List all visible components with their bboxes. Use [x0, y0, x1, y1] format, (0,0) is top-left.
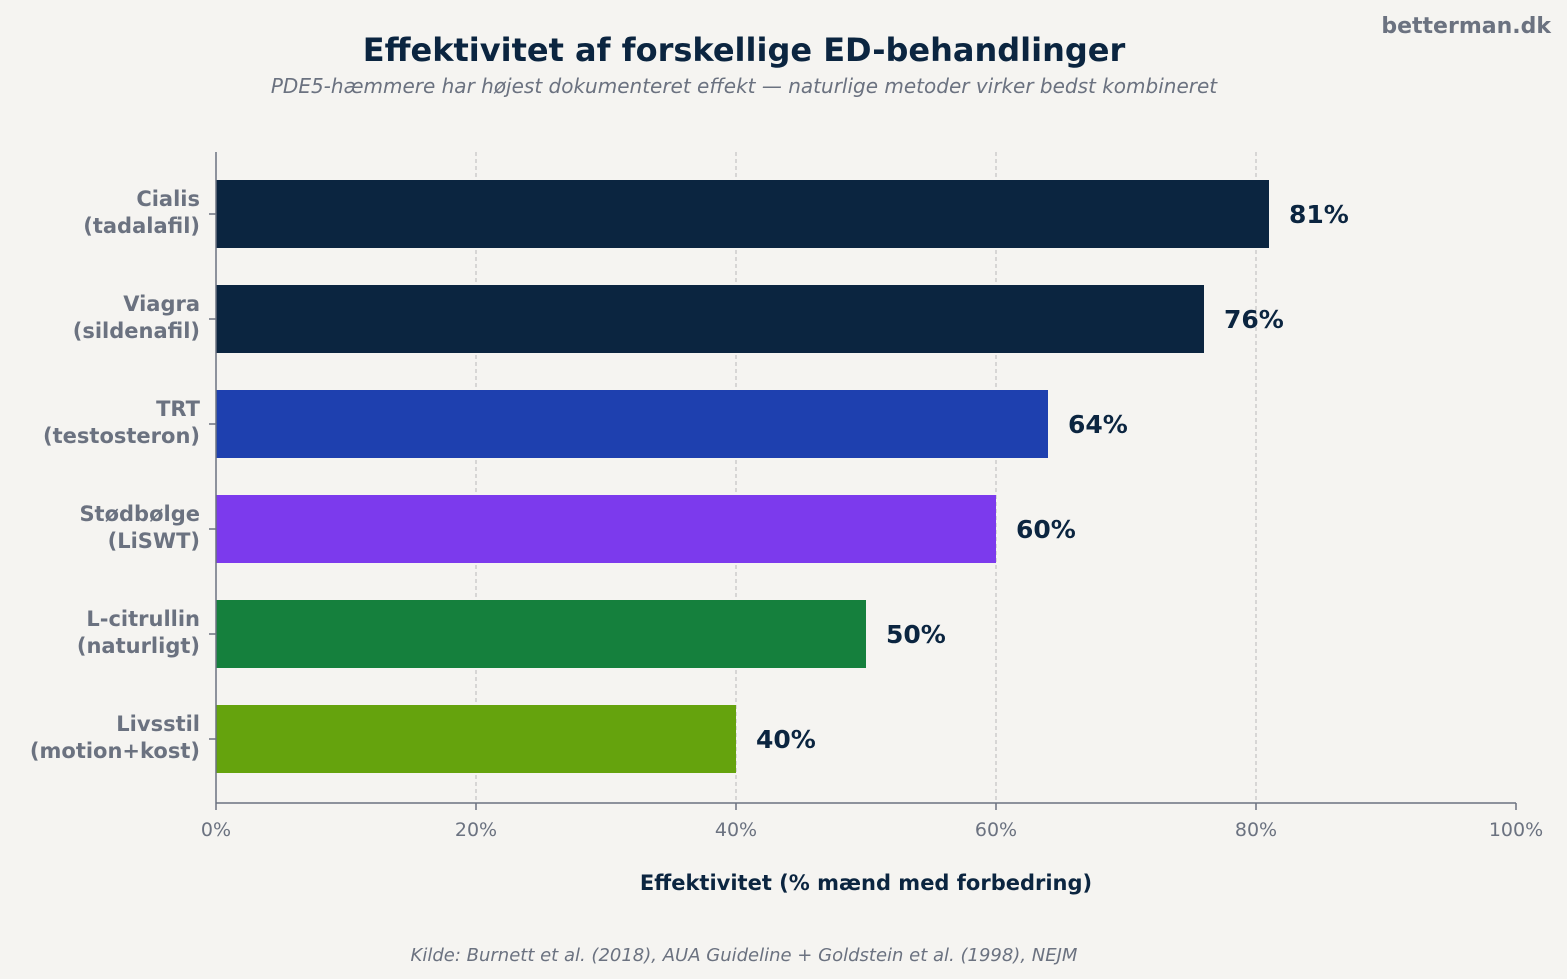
category-label-1: Viagra (sildenafil)	[73, 292, 200, 343]
value-label-4: 50%	[886, 620, 946, 649]
value-label-1: 76%	[1224, 305, 1284, 334]
bar-2	[216, 390, 1048, 458]
x-tick-label-60: 60%	[975, 819, 1017, 841]
x-tick-label-80: 80%	[1235, 819, 1277, 841]
value-label-3: 60%	[1016, 515, 1076, 544]
category-label-2: TRT (testosteron)	[43, 397, 201, 448]
category-label-5: Livsstil (motion+kost)	[30, 712, 200, 763]
x-tick-label-0: 0%	[201, 819, 231, 841]
category-label-0: Cialis (tadalafil)	[83, 187, 200, 238]
bars: 81% 76% 64% 60% 50% 40%	[216, 180, 1349, 773]
bar-3	[216, 495, 996, 563]
x-tick-label-100: 100%	[1489, 819, 1543, 841]
value-label-2: 64%	[1068, 410, 1128, 439]
x-tick-label-20: 20%	[455, 819, 497, 841]
category-label-3: Stødbølge (LiSWT)	[79, 502, 200, 553]
bar-0	[216, 180, 1269, 248]
category-label-4: L-citrullin (naturligt)	[77, 607, 200, 658]
axes: Cialis (tadalafil) Viagra (sildenafil) TRT (t…	[30, 152, 1543, 841]
chart-subtitle: PDE5-hæmmere har højest dokumenteret eff…	[271, 74, 1218, 98]
chart-title: Effektivitet af forskellige ED-behandlin…	[363, 31, 1126, 69]
bar-5	[216, 705, 736, 773]
source-note: Kilde: Burnett et al. (2018), AUA Guidel…	[411, 945, 1078, 966]
bar-1	[216, 285, 1204, 353]
x-tick-label-40: 40%	[715, 819, 757, 841]
grid	[475, 152, 1257, 803]
x-axis-label: Effektivitet (% mænd med forbedring)	[640, 871, 1092, 895]
value-label-0: 81%	[1289, 200, 1349, 229]
value-label-5: 40%	[756, 725, 816, 754]
bar-4	[216, 600, 866, 668]
watermark: betterman.dk	[1381, 14, 1552, 39]
